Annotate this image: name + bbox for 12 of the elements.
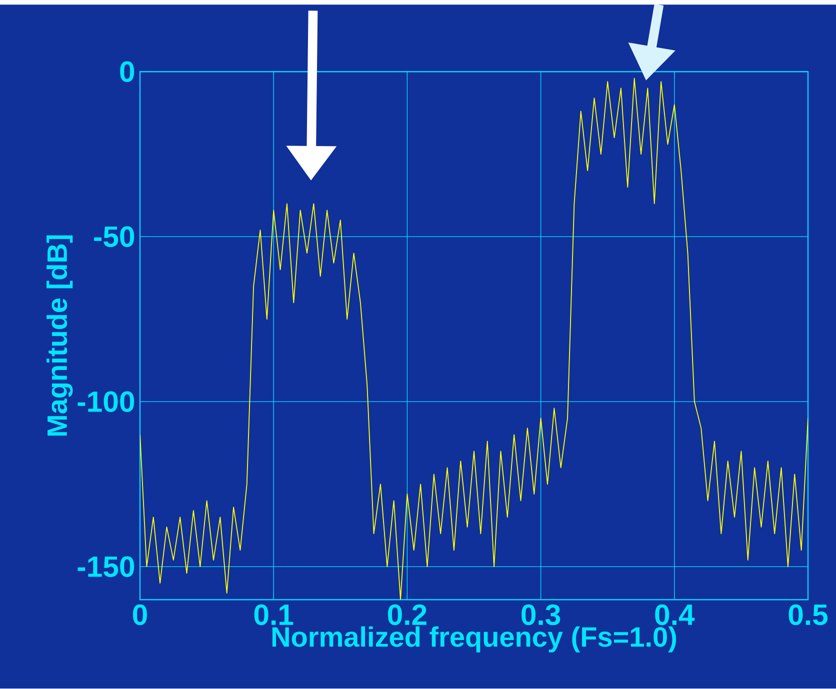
y-axis-title: Magnitude [dB] — [46, 236, 73, 436]
y-tick-label: -150 — [78, 556, 134, 578]
x-tick-label: 0.2 — [388, 604, 426, 626]
x-tick-label: 0.3 — [522, 604, 560, 626]
y-tick-label: 0 — [120, 61, 134, 82]
x-tick-label: 0.4 — [655, 604, 695, 626]
x-axis-title: Normalized frequency (Fs=1.0) — [272, 626, 676, 653]
x-tick-label: 0.5 — [788, 604, 828, 626]
x-tick-label: 0.1 — [254, 604, 294, 626]
line-series — [140, 78, 808, 600]
y-tick-label: -100 — [78, 391, 134, 412]
y-tick-label: -50 — [94, 226, 134, 248]
